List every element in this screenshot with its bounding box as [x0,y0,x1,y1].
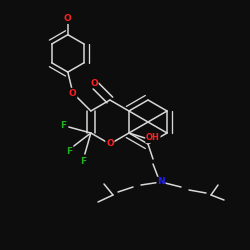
Text: OH: OH [146,134,160,142]
Text: F: F [80,156,86,166]
Text: F: F [60,120,66,130]
Text: O: O [106,140,114,148]
Text: F: F [66,146,72,156]
Text: N: N [157,178,165,186]
Text: O: O [90,78,98,88]
Text: O: O [69,88,77,98]
Text: O: O [64,14,72,23]
